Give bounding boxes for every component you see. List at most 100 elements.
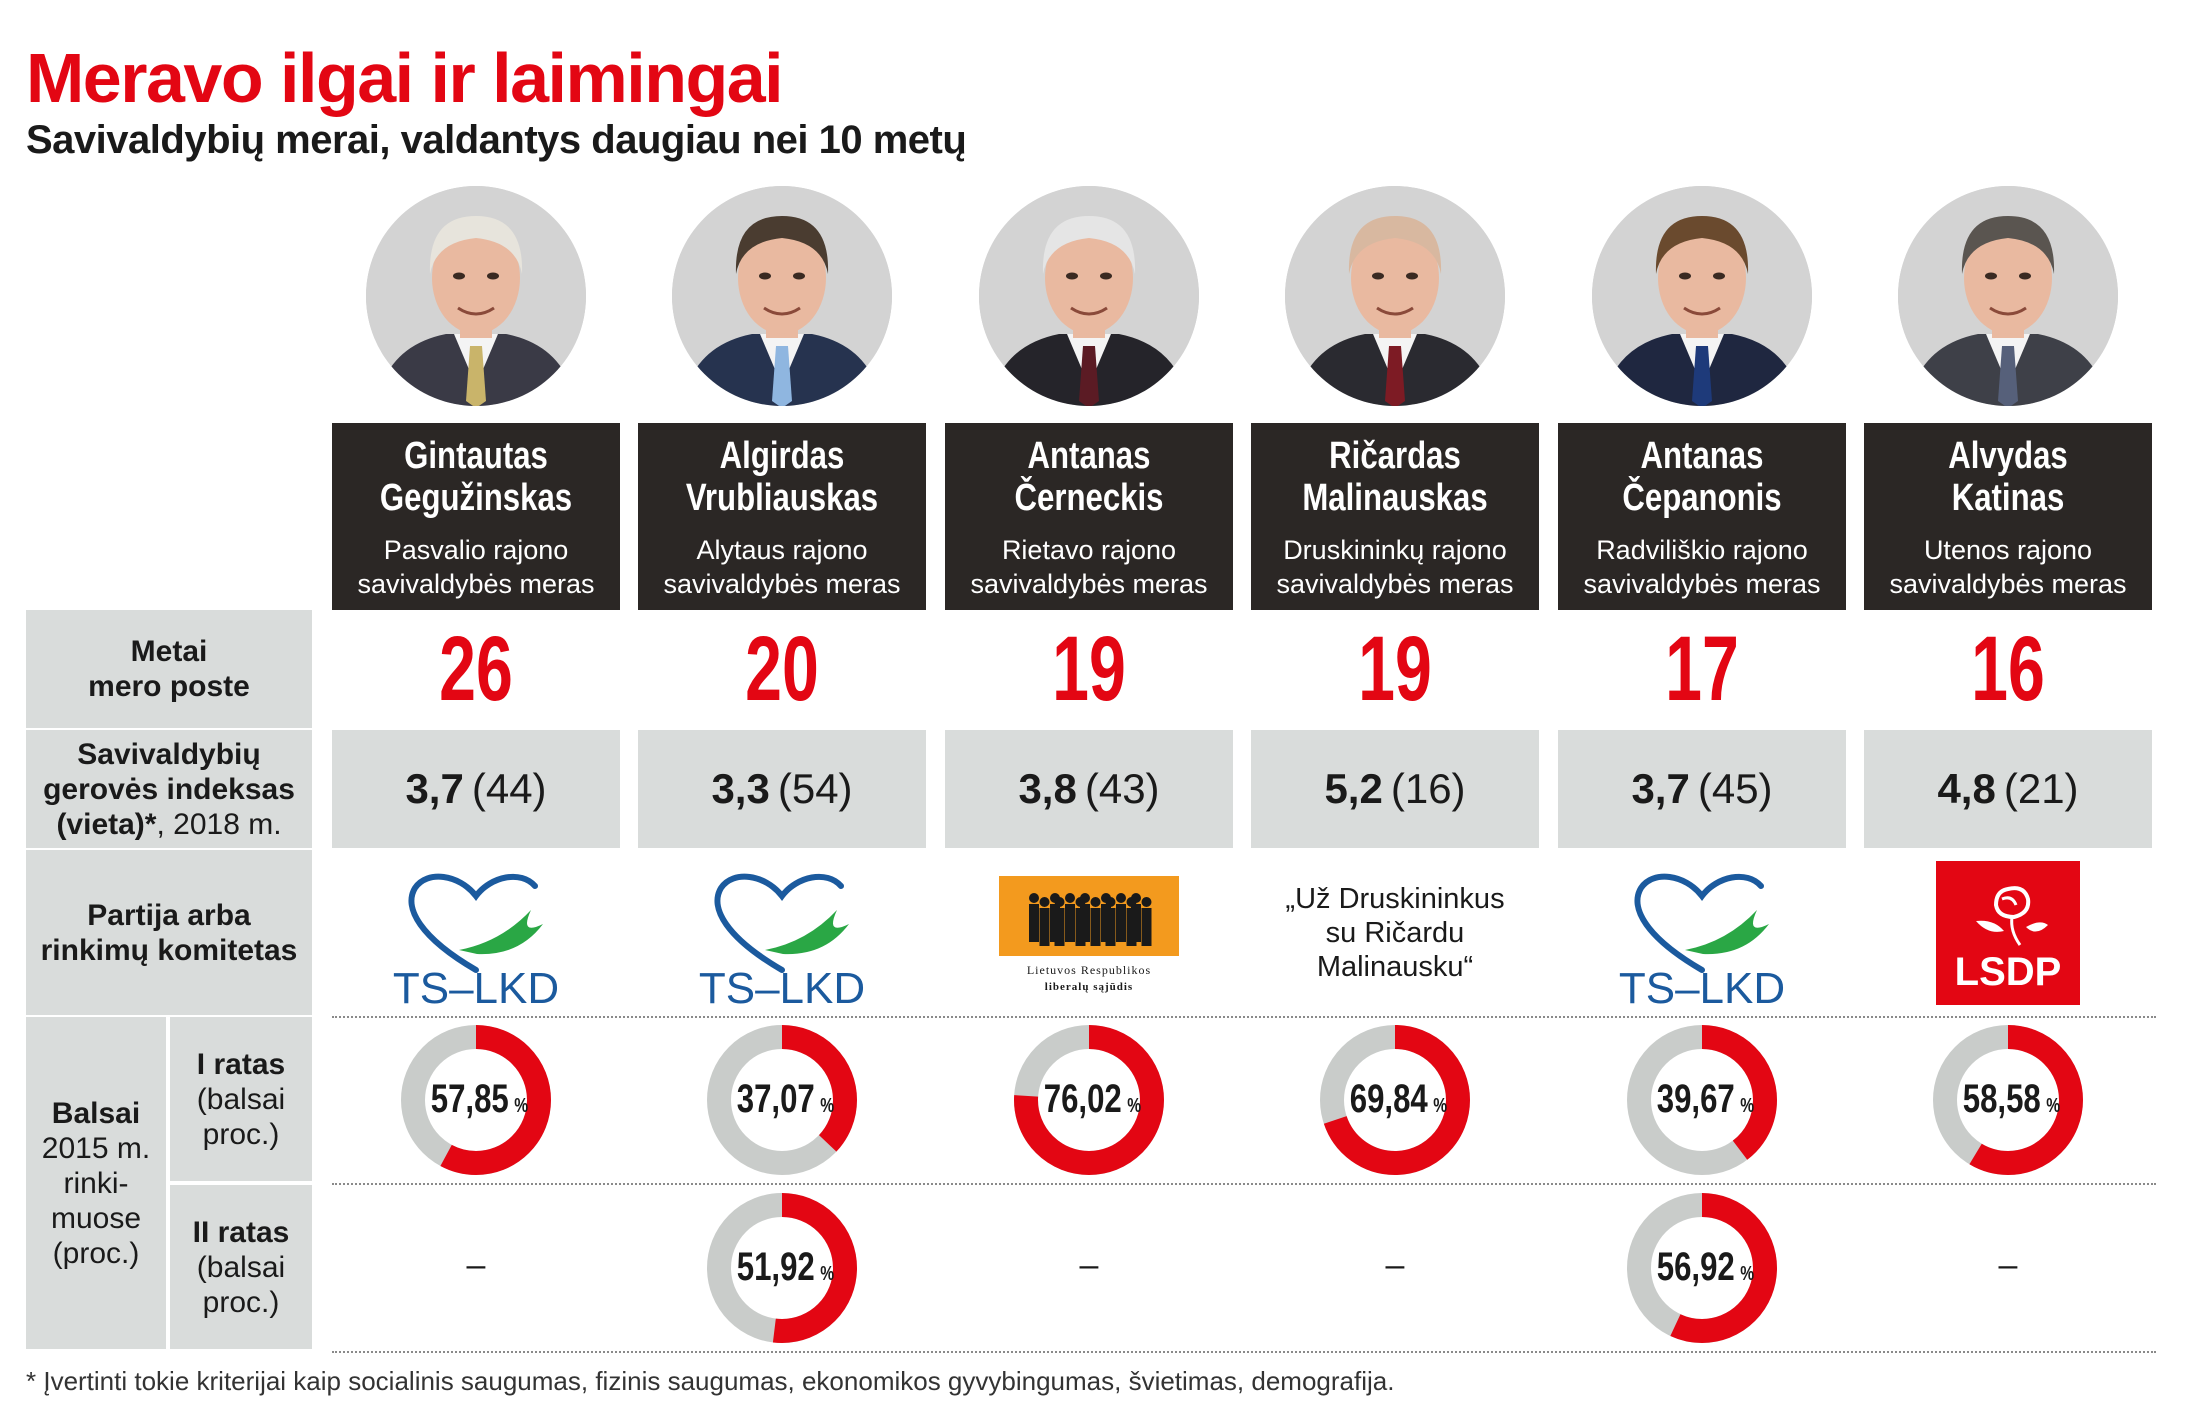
percent-sign: %: [820, 1094, 834, 1116]
election-committee: „Už Druskininkus su Ričardu Malinausku“: [1285, 882, 1505, 983]
row-label-party: Partija arba rinkimų komitetas: [26, 850, 312, 1015]
mayor-photo: [1285, 186, 1505, 406]
donut-value-label: 76,02: [1044, 1076, 1122, 1121]
round2-none: –: [1385, 1246, 1405, 1284]
mayor-name: Alvydas Katinas: [1948, 435, 2068, 519]
mayor-column: Antanas Černeckis Rietavo rajono savivaldyb…: [945, 0, 1233, 1403]
svg-text:TS–LKD: TS–LKD: [1619, 964, 1785, 1008]
round2-donut: 51,92%: [706, 1192, 858, 1344]
donut-value-label: 37,07: [737, 1076, 815, 1121]
row-label-round1: I ratas (balsai proc.): [170, 1017, 312, 1181]
mayor-column: Alvydas Katinas Utenos rajono savivaldybės …: [1864, 0, 2152, 1403]
donut-value-label: 51,92: [737, 1244, 815, 1289]
round2-none: –: [1998, 1246, 2018, 1284]
mayor-photo: [366, 186, 586, 406]
wellbeing-index: 3,3 (54): [638, 730, 926, 848]
round1-donut: 57,85%: [400, 1024, 552, 1176]
mayor-name: Ričardas Malinauskas: [1302, 435, 1488, 519]
round2-none: –: [1079, 1246, 1099, 1284]
mayor-name: Algirdas Vrubliauskas: [685, 435, 879, 519]
mayor-photo: [1898, 186, 2118, 406]
svg-text:liberalų sąjūdis: liberalų sąjūdis: [1045, 981, 1133, 993]
divider-round2: [332, 1351, 2156, 1353]
wellbeing-index: 4,8 (21): [1864, 730, 2152, 848]
mayor-role: Pasvalio rajono savivaldybės meras: [357, 535, 595, 599]
index-rank: (45): [1697, 765, 1773, 812]
mayor-name-box: Ričardas Malinauskas Druskininkų rajono sav…: [1251, 423, 1539, 610]
percent-sign: %: [820, 1262, 834, 1284]
party-cell: „Už Druskininkus su Ričardu Malinausku“: [1251, 850, 1539, 1015]
percent-sign: %: [1127, 1094, 1141, 1116]
index-rank: (21): [2003, 765, 2079, 812]
svg-text:Lietuvos Respublikos: Lietuvos Respublikos: [1027, 963, 1151, 977]
percent-sign: %: [1433, 1094, 1447, 1116]
percent-sign: %: [2046, 1094, 2060, 1116]
svg-text:LSDP: LSDP: [1955, 950, 2062, 994]
mayor-column: Gintautas Gegužinskas Pasvalio rajono saviv…: [332, 0, 620, 1403]
mayor-name: Antanas Černeckis: [1014, 435, 1164, 519]
mayor-photo: [1592, 186, 1812, 406]
page-title: Meravo ilgai ir laimingai: [26, 39, 784, 117]
donut-value-label: 58,58: [1963, 1076, 2041, 1121]
mayor-photo: [672, 186, 892, 406]
index-rank: (16): [1390, 765, 1466, 812]
donut-share: [707, 1025, 857, 1175]
donut-value-label: 69,84: [1350, 1076, 1428, 1121]
donut-share: [1933, 1025, 2083, 1175]
percent-sign: %: [514, 1094, 528, 1116]
index-value: 4,8: [1937, 765, 1996, 812]
party-cell: TS–LKD: [638, 850, 926, 1015]
donut-share: [707, 1193, 857, 1343]
index-rank: (44): [471, 765, 547, 812]
mayor-name-box: Gintautas Gegužinskas Pasvalio rajono saviv…: [332, 423, 620, 610]
mayor-column: Algirdas Vrubliauskas Alytaus rajono saviva…: [638, 0, 926, 1403]
mayor-name-box: Antanas Čepanonis Radviliškio rajono saviva…: [1558, 423, 1846, 610]
donut-value-label: 57,85: [431, 1076, 509, 1121]
index-value: 5,2: [1324, 765, 1383, 812]
round2-donut: 56,92%: [1626, 1192, 1778, 1344]
lsdp-logo: LSDP: [1936, 860, 2080, 1005]
wellbeing-index: 3,7 (45): [1558, 730, 1846, 848]
mayor-name: Gintautas Gegužinskas: [379, 435, 573, 519]
page-subtitle: Savivaldybių merai, valdantys daugiau ne…: [26, 118, 967, 162]
row-label-index: Savivaldybių gerovės indeksas (vieta)*, 20…: [26, 730, 312, 848]
percent-sign: %: [1740, 1262, 1754, 1284]
round1-donut: 37,07%: [706, 1024, 858, 1176]
years-in-office: 16: [1971, 617, 2045, 720]
mayor-role: Radviliškio rajono savivaldybės meras: [1583, 535, 1821, 599]
row-label-years: Metai mero poste: [26, 610, 312, 728]
donut-value-label: 56,92: [1657, 1244, 1735, 1289]
wellbeing-index: 5,2 (16): [1251, 730, 1539, 848]
index-value: 3,7: [1631, 765, 1690, 812]
years-in-office: 17: [1665, 617, 1739, 720]
svg-text:TS–LKD: TS–LKD: [393, 964, 559, 1008]
index-value: 3,8: [1018, 765, 1077, 812]
years-in-office: 19: [1358, 617, 1432, 720]
donut-share: [1627, 1193, 1777, 1343]
mayor-column: Antanas Čepanonis Radviliškio rajono saviva…: [1558, 0, 1846, 1403]
mayor-role: Druskininkų rajono savivaldybės meras: [1276, 535, 1514, 599]
party-cell: LSDP: [1864, 850, 2152, 1015]
mayor-role: Alytaus rajono savivaldybės meras: [663, 535, 901, 599]
svg-text:TS–LKD: TS–LKD: [699, 964, 865, 1008]
mayor-column: Ričardas Malinauskas Druskininkų rajono sav…: [1251, 0, 1539, 1403]
party-cell: TS–LKD: [332, 850, 620, 1015]
years-in-office: 19: [1052, 617, 1126, 720]
round1-donut: 69,84%: [1319, 1024, 1471, 1176]
mayor-name-box: Antanas Černeckis Rietavo rajono savivaldyb…: [945, 423, 1233, 610]
index-value: 3,7: [405, 765, 464, 812]
divider-round1: [332, 1183, 2156, 1185]
mayor-role: Utenos rajono savivaldybės meras: [1889, 535, 2127, 599]
mayor-photo: [979, 186, 1199, 406]
wellbeing-index: 3,8 (43): [945, 730, 1233, 848]
mayor-role: Rietavo rajono savivaldybės meras: [970, 535, 1208, 599]
donut-share: [1014, 1025, 1164, 1175]
party-cell: TS–LKD: [1558, 850, 1846, 1015]
index-rank: (43): [1084, 765, 1160, 812]
round2-none: –: [466, 1246, 486, 1284]
footnote: * Įvertinti tokie kriterijai kaip social…: [26, 1366, 1395, 1396]
mayor-name-box: Alvydas Katinas Utenos rajono savivaldybės …: [1864, 423, 2152, 610]
percent-sign: %: [1740, 1094, 1754, 1116]
years-in-office: 26: [439, 617, 513, 720]
years-in-office: 20: [745, 617, 819, 720]
